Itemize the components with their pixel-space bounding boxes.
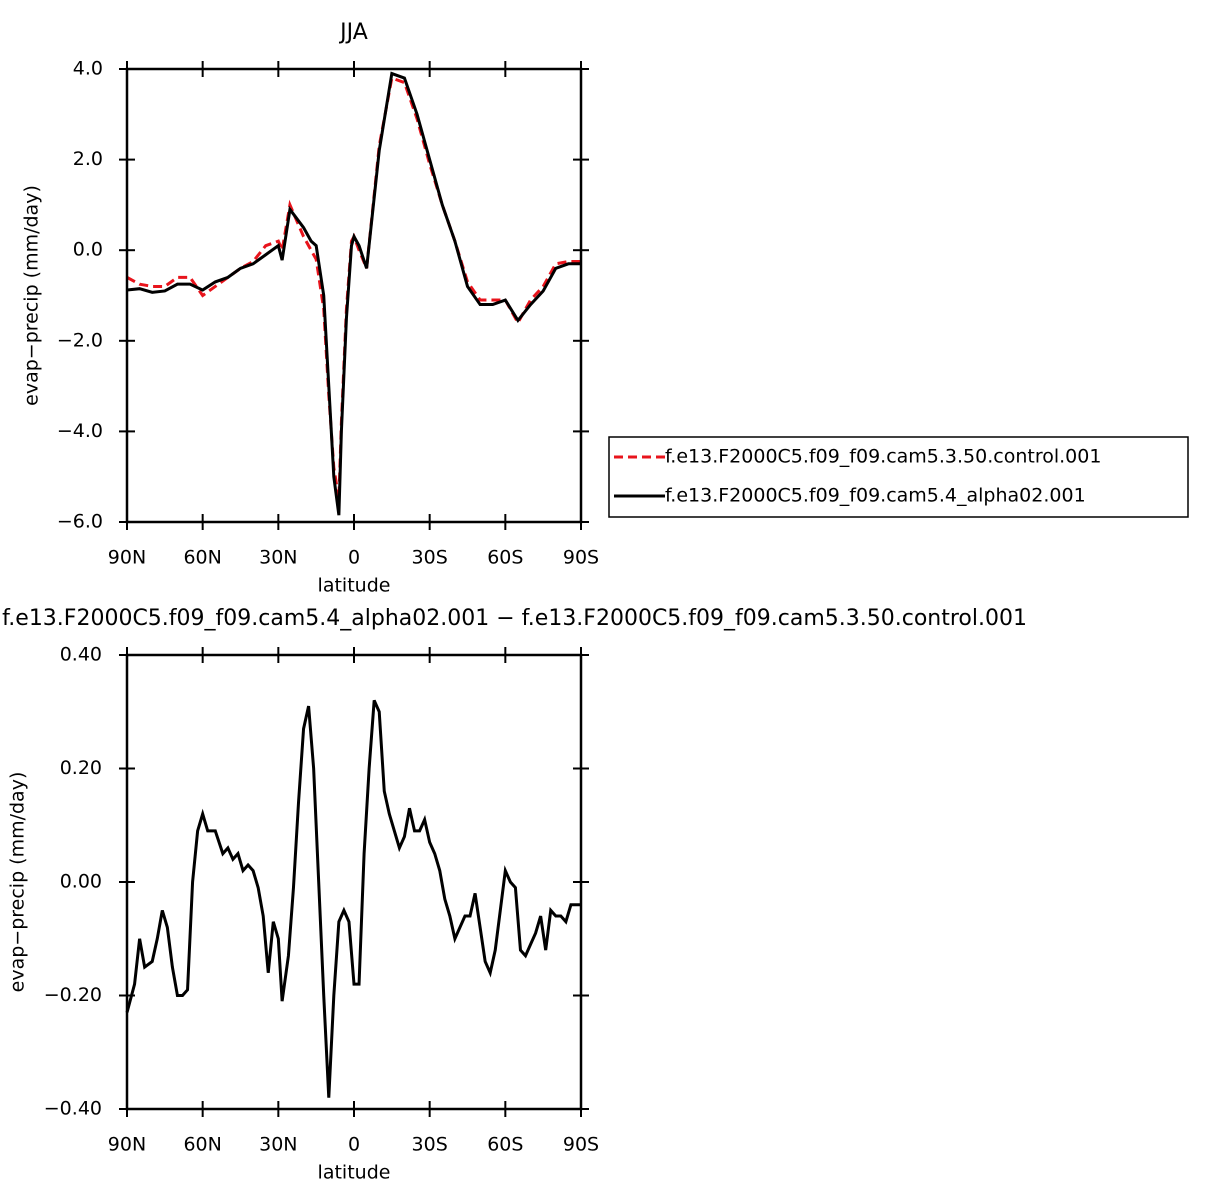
x-tick-label: 60S xyxy=(487,1134,523,1156)
x-tick-label: 30N xyxy=(259,547,297,569)
plot-frame xyxy=(125,67,583,524)
x-tick-label: 60N xyxy=(183,1134,221,1156)
y-axis-label: evap−precip (mm/day) xyxy=(21,185,43,406)
plot-frame xyxy=(125,653,583,1111)
x-tick-label: 0 xyxy=(348,1134,360,1156)
x-axis-label: latitude xyxy=(318,1162,391,1184)
y-tick-label: −4.0 xyxy=(57,420,103,442)
legend-frame xyxy=(608,436,1189,518)
x-tick-label: 90S xyxy=(563,1134,599,1156)
chart-title: f.e13.F2000C5.f09_f09.cam5.4_alpha02.001… xyxy=(2,606,1027,631)
legend-label: f.e13.F2000C5.f09_f09.cam5.3.50.control.… xyxy=(665,446,1101,468)
x-axis-label: latitude xyxy=(318,575,391,597)
x-tick-label: 0 xyxy=(348,547,360,569)
y-tick-label: 0.00 xyxy=(60,871,102,893)
y-tick-label: −6.0 xyxy=(57,511,103,533)
data-line xyxy=(126,71,581,516)
x-tick-label: 60N xyxy=(183,547,221,569)
x-tick-label: 30N xyxy=(259,1134,297,1156)
data-line xyxy=(126,76,581,500)
data-line xyxy=(125,699,581,1098)
x-tick-label: 90S xyxy=(563,547,599,569)
y-tick-label: 0.40 xyxy=(60,644,102,666)
legend-label: f.e13.F2000C5.f09_f09.cam5.4_alpha02.001 xyxy=(665,485,1086,507)
y-tick-label: −2.0 xyxy=(57,329,103,351)
y-tick-label: −0.20 xyxy=(44,984,102,1006)
x-tick-label: 30S xyxy=(412,1134,448,1156)
y-tick-label: 2.0 xyxy=(73,148,103,170)
x-tick-label: 60S xyxy=(487,547,523,569)
x-tick-label: 30S xyxy=(412,547,448,569)
x-tick-label: 90N xyxy=(108,1134,146,1156)
chart-title: JJA xyxy=(338,20,368,45)
x-tick-label: 90N xyxy=(108,547,146,569)
y-tick-label: −0.40 xyxy=(44,1098,102,1120)
y-tick-label: 0.0 xyxy=(73,239,103,261)
y-tick-label: 0.20 xyxy=(60,757,102,779)
y-tick-label: 4.0 xyxy=(73,58,103,80)
y-axis-label: evap−precip (mm/day) xyxy=(7,772,29,993)
